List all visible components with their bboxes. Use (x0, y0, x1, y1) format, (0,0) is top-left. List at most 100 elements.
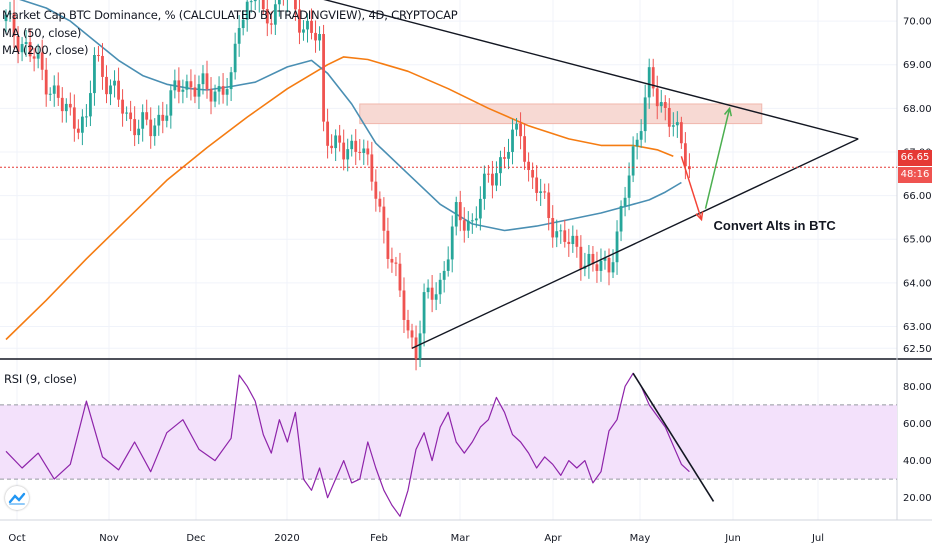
candle-body (430, 287, 434, 300)
candle-body (36, 52, 40, 59)
time-axis[interactable]: Oct Nov Dec 2020 Feb Mar Apr May Jun Jul (8, 533, 824, 544)
candle-body (273, 4, 277, 25)
candle-body (599, 260, 603, 271)
chart-title: Market Cap BTC Dominance, % (CALCULATED … (2, 8, 458, 22)
candle-body (48, 93, 52, 95)
candle-body (659, 102, 663, 107)
projection-arrows[interactable] (680, 106, 733, 222)
candle-body (72, 107, 76, 129)
candle-body (627, 175, 631, 198)
candle-body (671, 125, 675, 127)
candle-body (44, 69, 48, 95)
candle-body (482, 173, 486, 199)
candle-body (454, 202, 458, 227)
candle-body (294, 0, 297, 10)
candle-body (623, 197, 627, 206)
rsi-tick-label: 80.00 (903, 382, 932, 393)
candle-body (366, 148, 370, 155)
candle-body (12, 12, 16, 36)
triangle-trendlines[interactable] (223, 0, 859, 349)
candle-body (422, 292, 426, 334)
candle-body (306, 20, 309, 30)
candle-body (249, 1, 253, 3)
candle-body (551, 218, 555, 238)
candle-body (101, 55, 104, 77)
candle-body (125, 112, 128, 114)
candle-body (358, 151, 362, 153)
candle-body (310, 20, 313, 33)
candle-body (587, 253, 591, 266)
candle-body (615, 231, 619, 263)
candle-body (245, 1, 249, 20)
candle-body (105, 76, 108, 95)
time-tick-label: Feb (370, 533, 388, 544)
candle-body (655, 88, 659, 107)
candle-body (507, 151, 510, 159)
candle-body (547, 192, 551, 219)
candle-body (390, 258, 394, 263)
candle-body (619, 205, 623, 232)
candle-body (269, 23, 273, 25)
candle-body (394, 262, 398, 264)
candle-body (322, 34, 325, 122)
last-price-tag: 66.65 (898, 150, 932, 166)
time-tick-label: Jun (724, 533, 741, 544)
candle-body (197, 84, 201, 97)
candlestick-series (4, 0, 691, 371)
price-tick-label: 62.50 (903, 344, 932, 355)
candle-body (161, 114, 165, 121)
rsi-legend: RSI (9, close) (4, 372, 77, 386)
candle-body (121, 99, 124, 114)
candle-body (579, 246, 583, 269)
candle-body (153, 125, 157, 137)
candle-body (555, 231, 559, 238)
candle-body (334, 135, 338, 149)
candle-body (683, 143, 687, 167)
price-tick-label: 69.00 (903, 60, 932, 71)
time-tick-label: Jul (811, 533, 824, 544)
candle-body (97, 55, 100, 57)
candle-body (261, 0, 265, 10)
candle-body (591, 253, 595, 265)
candle-body (76, 128, 80, 133)
candle-body (213, 91, 217, 102)
time-tick-label: 2020 (274, 533, 299, 544)
candle-body (402, 290, 406, 320)
candle-body (635, 139, 639, 147)
arrow-up-shaft (704, 108, 731, 209)
rsi-tick-label: 20.00 (903, 493, 932, 504)
candle-body (663, 102, 667, 108)
price-tick-label: 65.00 (903, 235, 932, 246)
candle-body (60, 97, 64, 112)
candle-body (535, 177, 539, 193)
time-tick-label: Mar (451, 533, 471, 544)
candle-body (225, 89, 229, 95)
candle-body (354, 140, 358, 152)
candle-body (229, 72, 233, 90)
price-axis[interactable]: 62.5063.0064.0065.0067.0068.0069.0070.00… (903, 17, 932, 505)
candle-body (28, 42, 32, 57)
candle-body (611, 262, 615, 273)
time-tick-label: May (630, 533, 651, 544)
candle-body (675, 122, 679, 126)
candle-body (133, 119, 137, 136)
tradingview-logo-icon[interactable] (5, 486, 29, 510)
candle-body (559, 230, 563, 232)
candle-body (109, 85, 112, 95)
candle-body (298, 9, 301, 33)
candle-body (487, 173, 490, 175)
rsi-band-fill (0, 404, 897, 480)
candle-body (382, 206, 386, 231)
annotation-text[interactable]: Convert Alts in BTC (714, 218, 837, 233)
candle-body (265, 9, 269, 24)
candle-body (40, 52, 44, 70)
candle-body (458, 202, 462, 221)
candle-body (631, 146, 635, 176)
candle-body (217, 86, 221, 92)
candle-body (503, 157, 506, 159)
ma50-path (19, 0, 682, 232)
candle-body (89, 93, 92, 117)
candle-body (16, 35, 20, 53)
candle-body (450, 226, 454, 260)
